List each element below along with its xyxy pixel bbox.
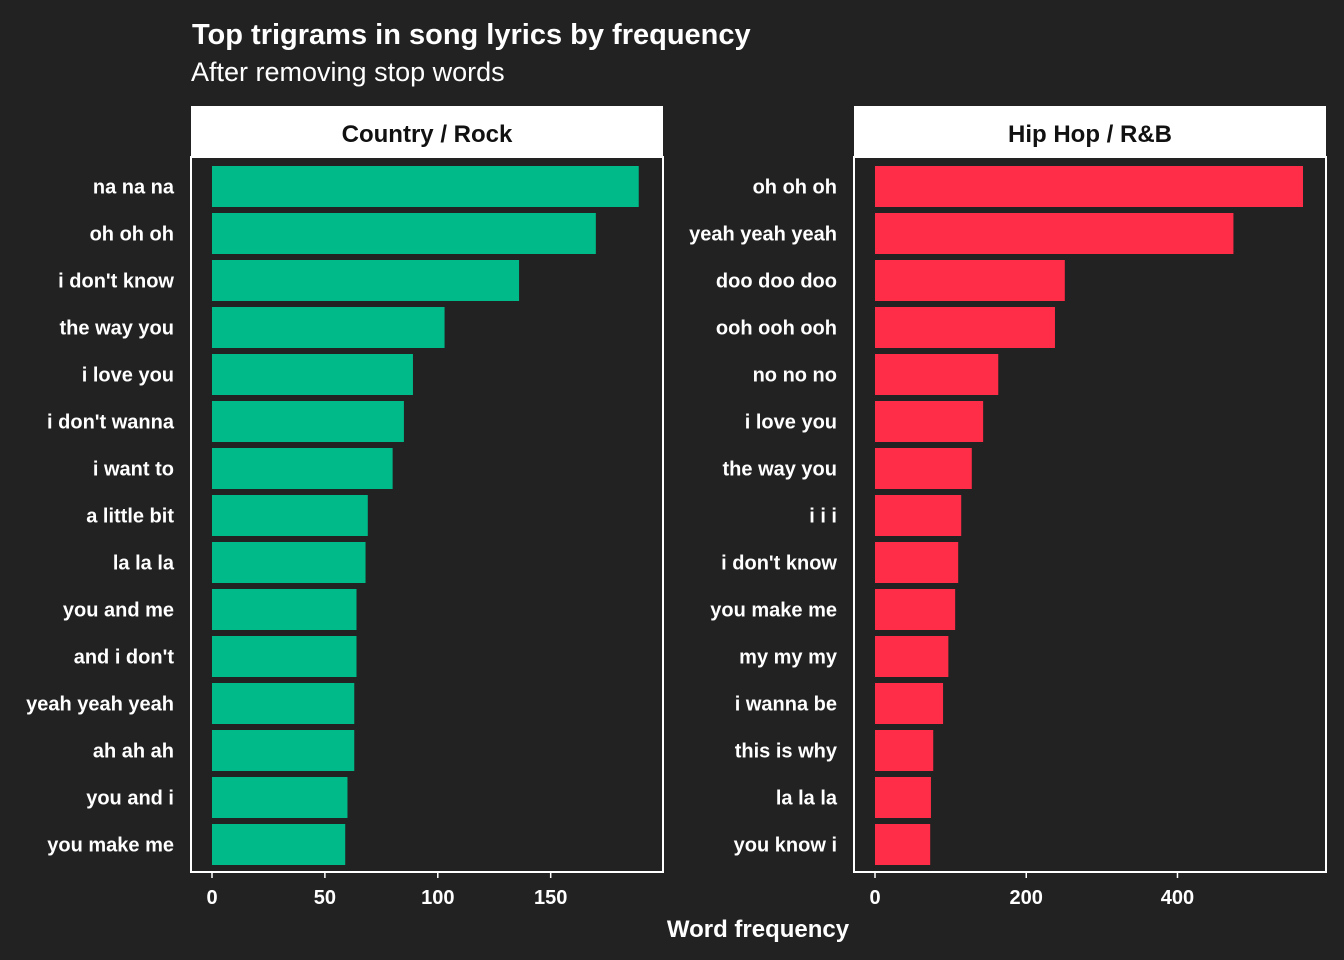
bar: [212, 636, 357, 677]
strip-background: [854, 106, 1326, 157]
category-label: and i don't: [74, 647, 175, 669]
chart-title: Top trigrams in song lyrics by frequency: [192, 19, 751, 51]
category-label: doo doo doo: [716, 271, 837, 293]
category-label: the way you: [60, 318, 174, 340]
category-label: the way you: [723, 459, 837, 481]
bar: [212, 730, 355, 771]
bar: [875, 636, 949, 677]
bar: [212, 401, 404, 442]
bar: [212, 307, 445, 348]
tick-label: 200: [1010, 887, 1043, 909]
panel-border: [190, 156, 664, 873]
category-label: i love you: [82, 365, 174, 387]
category-label: ah ah ah: [93, 741, 174, 763]
panel-hiphop-rnb: Hip Hop / R&B oh oh oh yeah yeah yeah doo …: [689, 106, 1327, 909]
bar: [875, 683, 944, 724]
tick-label: 50: [314, 887, 336, 909]
panel-country-rock: Country / Rock na na na oh oh oh i don't k…: [26, 106, 664, 909]
tick-label: 150: [534, 887, 567, 909]
category-label: no no no: [753, 365, 837, 387]
bar: [212, 824, 346, 865]
category-label: i i i: [809, 506, 837, 528]
tick-label: 0: [869, 887, 880, 909]
bar: [212, 166, 639, 207]
bar: [212, 542, 366, 583]
category-label: you make me: [47, 835, 174, 857]
bar-group: [875, 166, 1303, 865]
category-label: la la la: [113, 553, 175, 575]
bar: [212, 448, 393, 489]
category-label: i want to: [93, 459, 174, 481]
bar: [875, 307, 1055, 348]
x-axis-title: Word frequency: [667, 916, 850, 943]
category-label: you make me: [710, 600, 837, 622]
bar: [212, 683, 355, 724]
category-label: you and i: [86, 788, 174, 810]
category-labels: oh oh oh yeah yeah yeah doo doo doo ooh ooh…: [689, 177, 838, 857]
bar: [875, 166, 1303, 207]
bar-group: [212, 166, 639, 865]
tick-label: 400: [1161, 887, 1194, 909]
category-labels: na na na oh oh oh i don't know the way you i…: [26, 177, 175, 857]
category-label: yeah yeah yeah: [26, 694, 174, 716]
bar: [212, 213, 596, 254]
bar: [875, 213, 1234, 254]
category-label: i don't know: [58, 271, 174, 293]
category-label: a little bit: [86, 506, 174, 528]
bar: [212, 589, 357, 630]
category-label: this is why: [735, 741, 838, 763]
bar: [875, 260, 1065, 301]
chart-subtitle: After removing stop words: [191, 57, 505, 87]
category-label: na na na: [93, 177, 175, 199]
bar: [212, 260, 520, 301]
category-label: my my my: [739, 647, 838, 669]
bar: [875, 354, 999, 395]
category-label: you know i: [734, 835, 837, 857]
bar: [875, 401, 984, 442]
bar: [212, 354, 413, 395]
bar: [875, 777, 931, 818]
x-axis-ticks: 0 200 400: [869, 872, 1194, 909]
panel-border: [853, 156, 1327, 873]
strip-background: [191, 106, 663, 157]
category-label: yeah yeah yeah: [689, 224, 837, 246]
tick-label: 0: [206, 887, 217, 909]
bar: [875, 589, 956, 630]
x-axis-ticks: 0 50 100 150: [206, 872, 567, 909]
category-label: i wanna be: [735, 694, 837, 716]
category-label: you and me: [63, 600, 174, 622]
bar: [875, 495, 962, 536]
bar: [875, 824, 931, 865]
category-label: i love you: [745, 412, 837, 434]
category-label: oh oh oh: [753, 177, 837, 199]
strip-label: Country / Rock: [342, 121, 513, 148]
bar: [875, 448, 972, 489]
bar: [875, 730, 934, 771]
strip-label: Hip Hop / R&B: [1008, 121, 1172, 148]
category-label: la la la: [776, 788, 838, 810]
category-label: i don't wanna: [47, 412, 175, 434]
tick-label: 100: [421, 887, 454, 909]
bar: [212, 495, 368, 536]
bar: [212, 777, 348, 818]
category-label: oh oh oh: [90, 224, 174, 246]
category-label: ooh ooh ooh: [716, 318, 837, 340]
category-label: i don't know: [721, 553, 837, 575]
bar: [875, 542, 959, 583]
